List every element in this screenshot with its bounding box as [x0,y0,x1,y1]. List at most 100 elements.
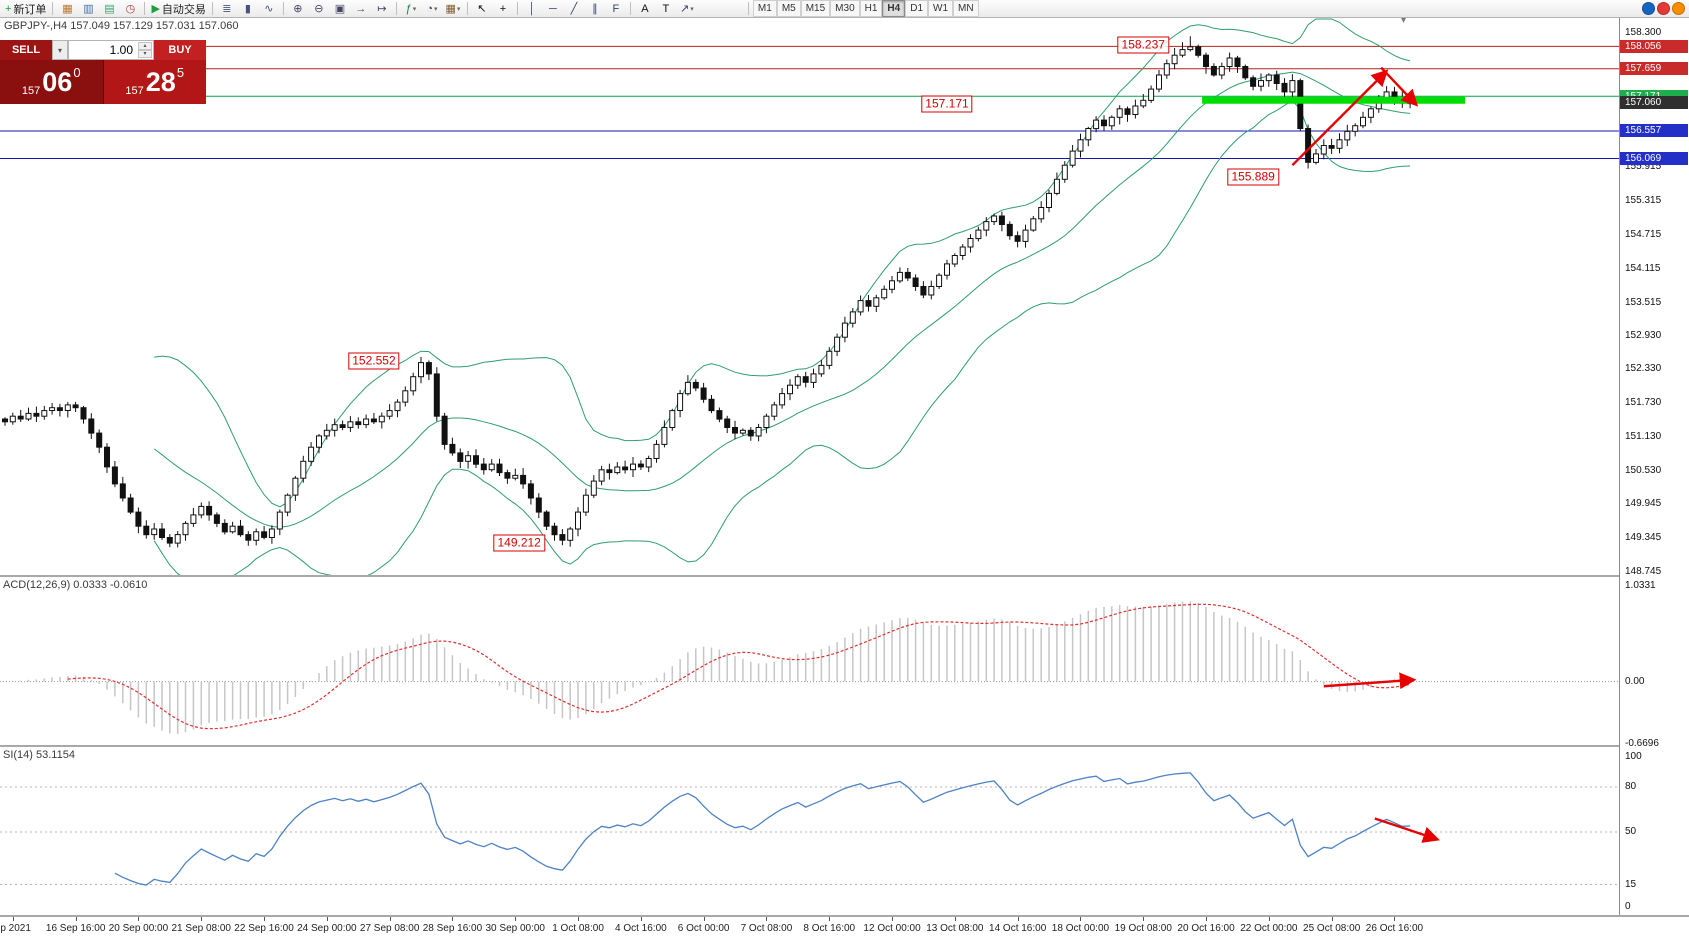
bar-chart-mode-button[interactable]: ≣ [217,1,237,17]
candle [221,522,228,533]
trend-arrow[interactable] [1380,66,1419,107]
tile-windows-button[interactable]: ▣ [330,1,350,17]
candle [1258,80,1264,87]
macd-tick: -0.6696 [1625,737,1659,749]
candle [457,452,464,462]
candle [206,505,213,516]
candle [1116,108,1123,118]
macd-arrow[interactable] [1323,672,1417,690]
time-tick [1017,917,1019,921]
indicators-button[interactable]: ƒ ▾ [401,1,421,17]
fibonacci-button[interactable]: F [606,1,626,17]
buy-price[interactable]: 157 28 5 [103,60,206,104]
alerts-button[interactable]: ◷ [120,1,140,17]
price-axis: 158.300 155.915 155.315 154.715 154.115 153.5… [1619,18,1689,915]
candle [1367,108,1374,118]
volume-decrease-button[interactable]: ▾ [138,50,152,58]
new-order-button[interactable]: + 新订单 [3,1,48,17]
candle [41,410,48,417]
line-chart-mode-button[interactable]: ∿ [259,1,279,17]
app-badge-red[interactable] [1657,2,1670,15]
price-tick: 151.130 [1625,431,1662,443]
auto-scroll-button[interactable]: → [351,1,371,17]
candle [96,432,103,448]
rsi-panel[interactable]: SI(14) 53.1154 [0,747,1619,915]
candle [912,277,919,287]
chart-window-button[interactable]: ▦ [57,1,77,17]
order-type-dropdown[interactable]: ▾ [52,40,68,60]
market-watch-button[interactable]: ▤ [99,1,119,17]
zoom-in-button[interactable]: ⊕ [288,1,308,17]
timeframe-m1-button[interactable]: M1 [752,0,777,17]
timeframe-d1-button[interactable]: D1 [905,0,929,17]
timeframe-m30-button[interactable]: M30 [830,0,860,17]
candle [1187,46,1194,51]
macd-rsi-separator[interactable] [0,745,1689,747]
price-callout-149.212[interactable]: 149.212 [493,534,545,552]
volume-input[interactable] [69,41,135,59]
macd-panel[interactable]: ACD(12,26,9) 0.0333 -0.0610 [0,577,1619,745]
price-chart-canvas[interactable] [0,18,1619,575]
text-button[interactable]: A [635,1,655,17]
chevron-down-icon: ▾ [412,5,417,13]
chart-panel[interactable]: GBPJPY-,H4 157.049 157.129 157.031 157.0… [0,18,1619,575]
autotrade-label: 自动交易 [161,3,206,16]
candle [347,421,354,428]
zoom-out-button[interactable]: ⊖ [309,1,329,17]
vertical-line-button[interactable]: │ [522,1,542,17]
time-label: 25 Oct 08:00 [1303,923,1361,934]
rsi-tick: 0 [1625,901,1631,912]
timeframe-w1-button[interactable]: W1 [928,0,954,17]
time-tick [264,917,266,921]
timeframe-h1-button[interactable]: H1 [859,0,883,17]
price-callout-155.889[interactable]: 155.889 [1227,168,1279,186]
autotrade-button[interactable]: ▶ 自动交易 [149,1,207,17]
candle [174,534,181,544]
timeframe-m15-button[interactable]: M15 [800,0,831,17]
volume-increase-button[interactable]: ▴ [138,42,152,50]
data-window-button[interactable]: ▥ [78,1,98,17]
timeframe-mn-button[interactable]: MN [953,0,979,17]
time-label: 27 Sep 08:00 [359,923,420,934]
crosshair-button[interactable]: + [493,1,513,17]
app-badge-blue[interactable] [1642,2,1655,15]
buy-button[interactable]: BUY [154,40,206,60]
rsi-canvas [0,772,1619,886]
horizontal-line-button[interactable]: ─ [543,1,563,17]
trend-arrow[interactable] [1291,69,1389,167]
price-callout-158.237[interactable]: 158.237 [1117,36,1169,53]
candle [928,286,935,296]
candle [284,494,291,513]
time-label: 19 Oct 08:00 [1114,923,1172,934]
sell-button[interactable]: SELL [0,40,52,60]
text-label-icon: T [662,2,670,15]
trendline-button[interactable]: ╱ [564,1,584,17]
candle [300,460,307,479]
price-callout-152.552[interactable]: 152.552 [348,352,400,370]
chart-shift-button[interactable]: ↦ [372,1,392,17]
templates-button[interactable]: ▦ ▾ [443,1,463,17]
text-label-button[interactable]: T [656,1,676,17]
chart-macd-separator[interactable] [0,575,1689,577]
candle [339,424,346,429]
sell-price[interactable]: 157 06 0 [0,60,104,104]
time-tick [1143,917,1145,921]
candle [33,412,40,417]
timeframe-m5-button[interactable]: M5 [776,0,801,17]
periods-button[interactable]: ◔ ▾ [422,1,442,17]
cursor-icon: ↖ [477,2,487,15]
candle [559,534,566,541]
sell-price-sup: 0 [73,65,81,80]
timeframe-h4-button[interactable]: H4 [882,0,906,17]
app-badge-orange[interactable] [1672,2,1685,15]
candle [1046,192,1052,208]
cursor-button[interactable]: ↖ [472,1,492,17]
price-callout-157.171[interactable]: 157.171 [921,95,973,113]
candle-chart-mode-button[interactable]: ▮ [238,1,258,17]
rsi-arrow[interactable] [1374,817,1440,843]
fibonacci-icon: F [612,2,620,15]
candle [363,418,370,426]
channel-button[interactable]: ∥ [585,1,605,17]
arrows-objects-button[interactable]: ↗ ▾ [677,1,697,17]
time-label: 7 Oct 08:00 [740,923,793,934]
